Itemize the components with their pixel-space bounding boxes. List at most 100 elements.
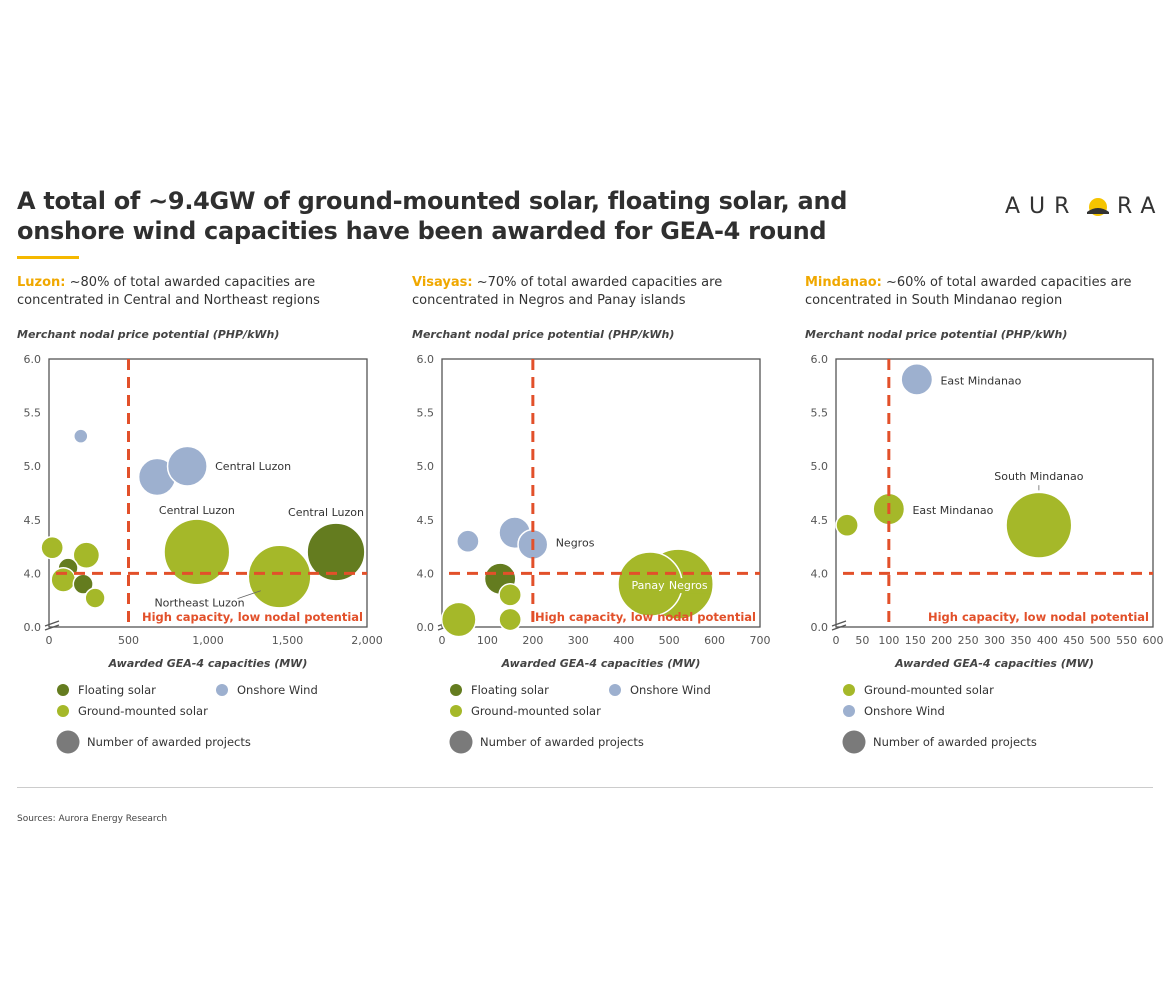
legend-marker-onshore-wind [843,705,855,717]
quadrant-label: High capacity, low nodal potential [928,610,1149,624]
y-axis-title: Merchant nodal price potential (PHP/kWh) [412,328,675,341]
legend-label: Floating solar [471,683,549,697]
x-tick-label: 700 [750,634,771,647]
legend-marker-ground-solar [843,684,855,696]
x-tick-label: 250 [958,634,979,647]
bubble-label: Negros [669,579,708,592]
leader-line [237,590,261,599]
legend-size-marker [56,730,80,754]
y-tick-label: 4.5 [417,514,435,527]
label-background [666,578,711,594]
luzon-subtitle: Luzon: ~80% of total awarded capacities … [17,274,320,310]
chart-luzon: 0.0 4.0 4.5 5.0 5.5 6.0 0 500 1,000 1,500 2,000 Awa… [24,353,383,754]
y-tick-label: 5.5 [24,407,42,420]
bubble-onshore-wind [900,362,934,396]
x-tick-label: 150 [905,634,926,647]
x-tick-label: 100 [477,634,498,647]
legend-label: Floating solar [78,683,156,697]
y-tick-label: 6.0 [417,353,435,366]
x-tick-label: 550 [1116,634,1137,647]
quadrant-label: High capacity, low nodal potential [535,610,756,624]
region-name: Visayas: [412,275,473,290]
svg-text:AUR: AUR [1005,194,1078,219]
x-tick-label: 400 [613,634,634,647]
y-tick-label: 4.0 [24,567,42,580]
axis-break-mark [831,620,847,631]
x-tick-label: 1,500 [272,634,304,647]
subtitle-text: concentrated in Central and Northeast re… [17,293,320,308]
x-tick-label: 200 [522,634,543,647]
bubble-label: East Mindanao [940,374,1021,387]
bubble-onshore-wind [166,445,208,487]
subtitle-text: ~80% of total awarded capacities are [65,275,316,290]
x-tick-label: 200 [931,634,952,647]
subtitle-text: ~60% of total awarded capacities are [881,275,1132,290]
region-name: Mindanao: [805,275,882,290]
bubble-onshore-wind [73,428,89,444]
legend-size-marker [842,730,866,754]
y-tick-label: 6.0 [811,353,829,366]
y-tick-label: 5.0 [811,460,829,473]
legend-marker-floating-solar [57,684,69,696]
legend-size-marker [449,730,473,754]
y-tick-label: 0.0 [417,621,435,634]
x-axis-title: Awarded GEA-4 capacities (MW) [108,657,308,670]
x-tick-label: 1,000 [192,634,224,647]
legend-label: Ground-mounted solar [864,683,994,697]
bubble-ground-solar [163,518,231,586]
x-tick-label: 0 [46,634,53,647]
bubble-ground-solar [498,607,522,632]
plot-frame [835,358,1154,628]
mindanao-subtitle: Mindanao: ~60% of total awarded capaciti… [805,274,1132,310]
y-tick-label: 5.0 [24,460,42,473]
title-accent-bar [17,256,79,259]
x-tick-label: 0 [833,634,840,647]
x-tick-label: 0 [439,634,446,647]
bubble-ground-solar [835,513,859,537]
legend-size-label: Number of awarded projects [480,735,644,749]
bubble-ground-solar [84,587,106,609]
y-tick-label: 4.0 [417,567,435,580]
subtitle-text: ~70% of total awarded capacities are [472,275,723,290]
y-tick-label: 4.5 [811,514,829,527]
bubble-floating-solar [306,522,366,582]
quadrant-label: High capacity, low nodal potential [142,610,363,624]
bubble-onshore-wind [456,529,480,554]
bubble-label: Central Luzon [159,504,235,517]
x-tick-label: 2,000 [351,634,383,647]
bubble-label: South Mindanao [994,470,1083,483]
legend-marker-ground-solar [57,705,69,717]
legend-marker-onshore-wind [609,684,621,696]
legend-label: Onshore Wind [237,683,318,697]
x-tick-label: 600 [1143,634,1164,647]
y-axis-title: Merchant nodal price potential (PHP/kWh) [17,328,280,341]
y-tick-label: 0.0 [811,621,829,634]
bubble-label: Central Luzon [288,506,364,519]
y-tick-label: 4.0 [811,567,829,580]
legend-label: Ground-mounted solar [471,704,601,718]
axis-break-mark [44,620,60,631]
bubble-ground-solar [40,535,64,560]
legend-marker-floating-solar [450,684,462,696]
divider [17,787,1153,788]
legend-label: Onshore Wind [864,704,945,718]
title-line-2: onshore wind capacities have been awarde… [17,217,827,245]
x-tick-label: 350 [1010,634,1031,647]
x-tick-label: 100 [878,634,899,647]
bubble-label: Northeast Luzon [154,597,244,610]
bubble-ground-solar [498,583,522,607]
y-tick-label: 6.0 [24,353,42,366]
y-tick-label: 5.5 [417,407,435,420]
legend-label: Ground-mounted solar [78,704,208,718]
bubble-label: Panay [632,579,666,592]
bubble-label: Negros [556,536,595,549]
x-axis-title: Awarded GEA-4 capacities (MW) [501,657,701,670]
bubble-ground-solar [440,601,477,638]
x-axis-title: Awarded GEA-4 capacities (MW) [894,657,1094,670]
visayas-subtitle: Visayas: ~70% of total awarded capacitie… [412,274,722,310]
plot-frame [48,358,368,628]
y-axis-title: Merchant nodal price potential (PHP/kWh) [805,328,1068,341]
bubble-ground-solar [50,566,77,593]
legend-size-label: Number of awarded projects [87,735,251,749]
